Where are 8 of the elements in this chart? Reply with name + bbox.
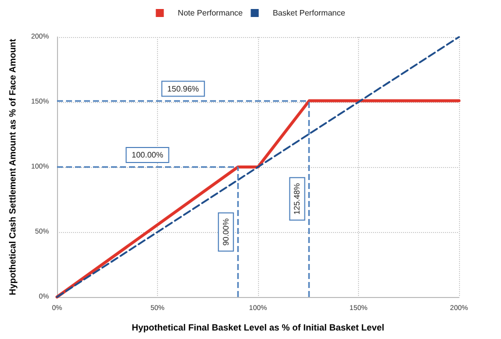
x-axis-title: Hypothetical Final Basket Level as % of Initial Basket Level [132, 322, 384, 332]
y-axis-title: Hypothetical Cash Settlement Amount as % of Face Amount [8, 38, 18, 296]
ref-line-label: 125.48% [292, 183, 302, 215]
ref-line-label: 90.00% [221, 218, 230, 246]
legend-label: Note Performance [178, 8, 244, 18]
ref-line-label: 100.00% [132, 150, 164, 160]
legend-label: Basket Performance [272, 8, 346, 18]
ref-line-label: 150.96% [167, 84, 199, 94]
